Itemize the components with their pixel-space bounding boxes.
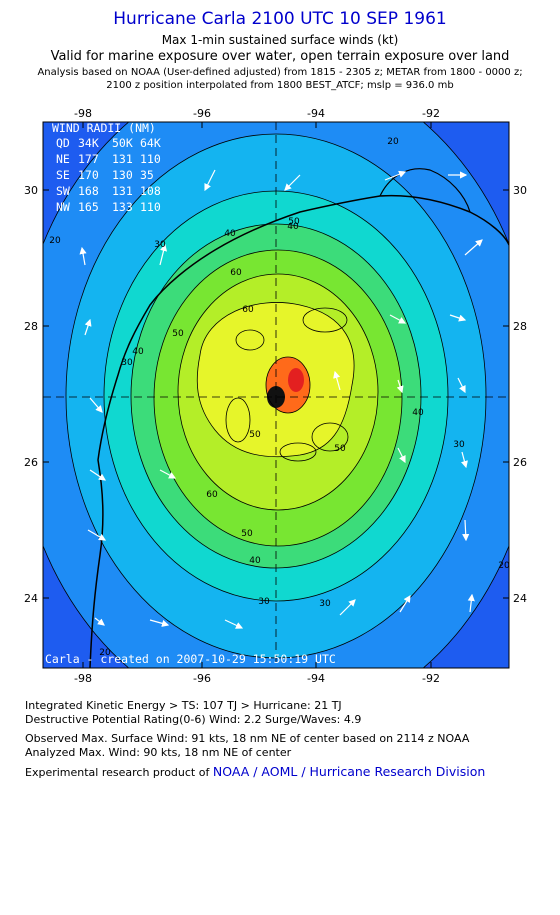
map-credit: Carla - created on 2007-10-29 15:50:19 U… <box>45 652 336 666</box>
lat-label-right: 26 <box>513 456 527 469</box>
lat-label-left: 30 <box>24 184 38 197</box>
wind-radii-header-cell: QD <box>56 136 70 150</box>
lat-label-left: 24 <box>24 592 38 605</box>
wind-radii-cell: 108 <box>140 184 161 198</box>
wind-radii-cell: 170 <box>78 168 99 182</box>
lat-label-left: 26 <box>24 456 38 469</box>
wind-radii-cell: NW <box>56 200 70 214</box>
lat-label-left: 28 <box>24 320 38 333</box>
wind-radii-cell: SE <box>56 168 70 182</box>
axis-tick-labels: -98 -98 -96 -96 -94 -94 -92 -92 30 30 28 28 26 26 24 24 <box>24 107 527 685</box>
subtitle-position: 2100 z position interpolated from 1800 B… <box>106 80 454 91</box>
ike-text: Integrated Kinetic Energy > TS: 107 TJ >… <box>25 699 342 712</box>
wind-radii-header-cell: 34K <box>78 136 99 150</box>
contour-label: 40 <box>224 229 236 239</box>
center-crosshair <box>43 122 509 668</box>
lon-label-bottom: -98 <box>74 672 92 685</box>
subtitle-analysis: Analysis based on NOAA (User-defined adj… <box>37 67 523 78</box>
contour-label: 40 <box>249 556 261 566</box>
lon-label-top: -98 <box>74 107 92 120</box>
wind-radii-table: WIND RADII (NM) QD 34K 50K 64K NE 177 131 110 SE… <box>52 121 161 214</box>
analyzed-wind-text: Analyzed Max. Wind: 90 kts, 18 nm NE of … <box>25 746 292 759</box>
contour-labels: 20 30405060304050604030302060504030505040… <box>49 137 510 658</box>
wind-radii-title: WIND RADII (NM) <box>52 121 156 135</box>
wind-radii-header-cell: 64K <box>140 136 161 150</box>
lon-label-bottom: -92 <box>422 672 440 685</box>
contour-label: 50 <box>172 329 184 339</box>
contour-label: 60 <box>230 268 242 278</box>
coastline <box>89 194 509 668</box>
contour-label: 30 <box>258 597 270 607</box>
wind-radii-cell: 131 <box>112 184 133 198</box>
contour-label: 20 <box>387 137 399 147</box>
wind-radii-cell: SW <box>56 184 70 198</box>
eyewall-max <box>288 368 304 392</box>
wind-radii-cell: 131 <box>112 152 133 166</box>
axis-ticks <box>43 122 509 668</box>
subtitle-winds: Max 1-min sustained surface winds (kt) <box>161 33 399 47</box>
contour-label: 40 <box>412 408 424 418</box>
wind-vectors <box>79 169 483 629</box>
contour-label: 50 <box>288 217 300 227</box>
wind-radii-cell: 165 <box>78 200 99 214</box>
wind-radii-header-cell: 50K <box>112 136 133 150</box>
contour-label: 50 <box>249 430 261 440</box>
contour-label: 50 <box>241 529 253 539</box>
lat-label-right: 28 <box>513 320 527 333</box>
hrd-link[interactable]: NOAA / AOML / Hurricane Research Divisio… <box>212 764 486 779</box>
wind-radii-cell: 168 <box>78 184 99 198</box>
lat-label-right: 24 <box>513 592 527 605</box>
contour-label: 30 <box>154 240 166 250</box>
contour-label: 60 <box>242 305 254 315</box>
wind-map: 20 30405060304050604030302060504030505040… <box>24 107 527 685</box>
coastline-bay <box>379 168 471 213</box>
chart-title: Hurricane Carla 2100 UTC 10 SEP 1961 <box>113 9 447 29</box>
contour-label: 50 <box>334 444 346 454</box>
map-border <box>42 121 510 669</box>
lat-label-right: 30 <box>513 184 527 197</box>
contour-label: 20 <box>99 648 111 658</box>
observed-wind-text: Observed Max. Surface Wind: 91 kts, 18 n… <box>25 732 470 745</box>
dpr-text: Destructive Potential Rating(0-6) Wind: … <box>25 713 362 726</box>
wind-radii-cell: 177 <box>78 152 99 166</box>
wind-radii-cell: 133 <box>112 200 133 214</box>
product-credit: Experimental research product of NOAA / … <box>25 764 485 779</box>
contour-label: 30 <box>453 440 465 450</box>
contour-label: 20 <box>498 561 510 571</box>
contour-label: 30 <box>319 599 331 609</box>
contour-label: 30 <box>121 358 133 368</box>
contour-label: 20 <box>49 236 61 246</box>
contour-label: 60 <box>206 490 218 500</box>
wind-radii-cell: 110 <box>140 200 161 214</box>
wind-radii-cell: 130 <box>112 168 133 182</box>
wind-radii-cell: NE <box>56 152 70 166</box>
map-frame: 20 30405060304050604030302060504030505040… <box>43 121 510 668</box>
lon-label-top: -94 <box>307 107 325 120</box>
wind-radii-cell: 35 <box>140 168 154 182</box>
lon-label-top: -92 <box>422 107 440 120</box>
contour-label: 40 <box>132 347 144 357</box>
product-prefix: Experimental research product of <box>25 766 210 779</box>
wind-radii-cell: 110 <box>140 152 161 166</box>
lon-label-top: -96 <box>193 107 211 120</box>
lon-label-bottom: -94 <box>307 672 325 685</box>
contour-label: 40 <box>287 222 299 232</box>
subtitle-exposure: Valid for marine exposure over water, op… <box>50 49 510 64</box>
lon-label-bottom: -96 <box>193 672 211 685</box>
